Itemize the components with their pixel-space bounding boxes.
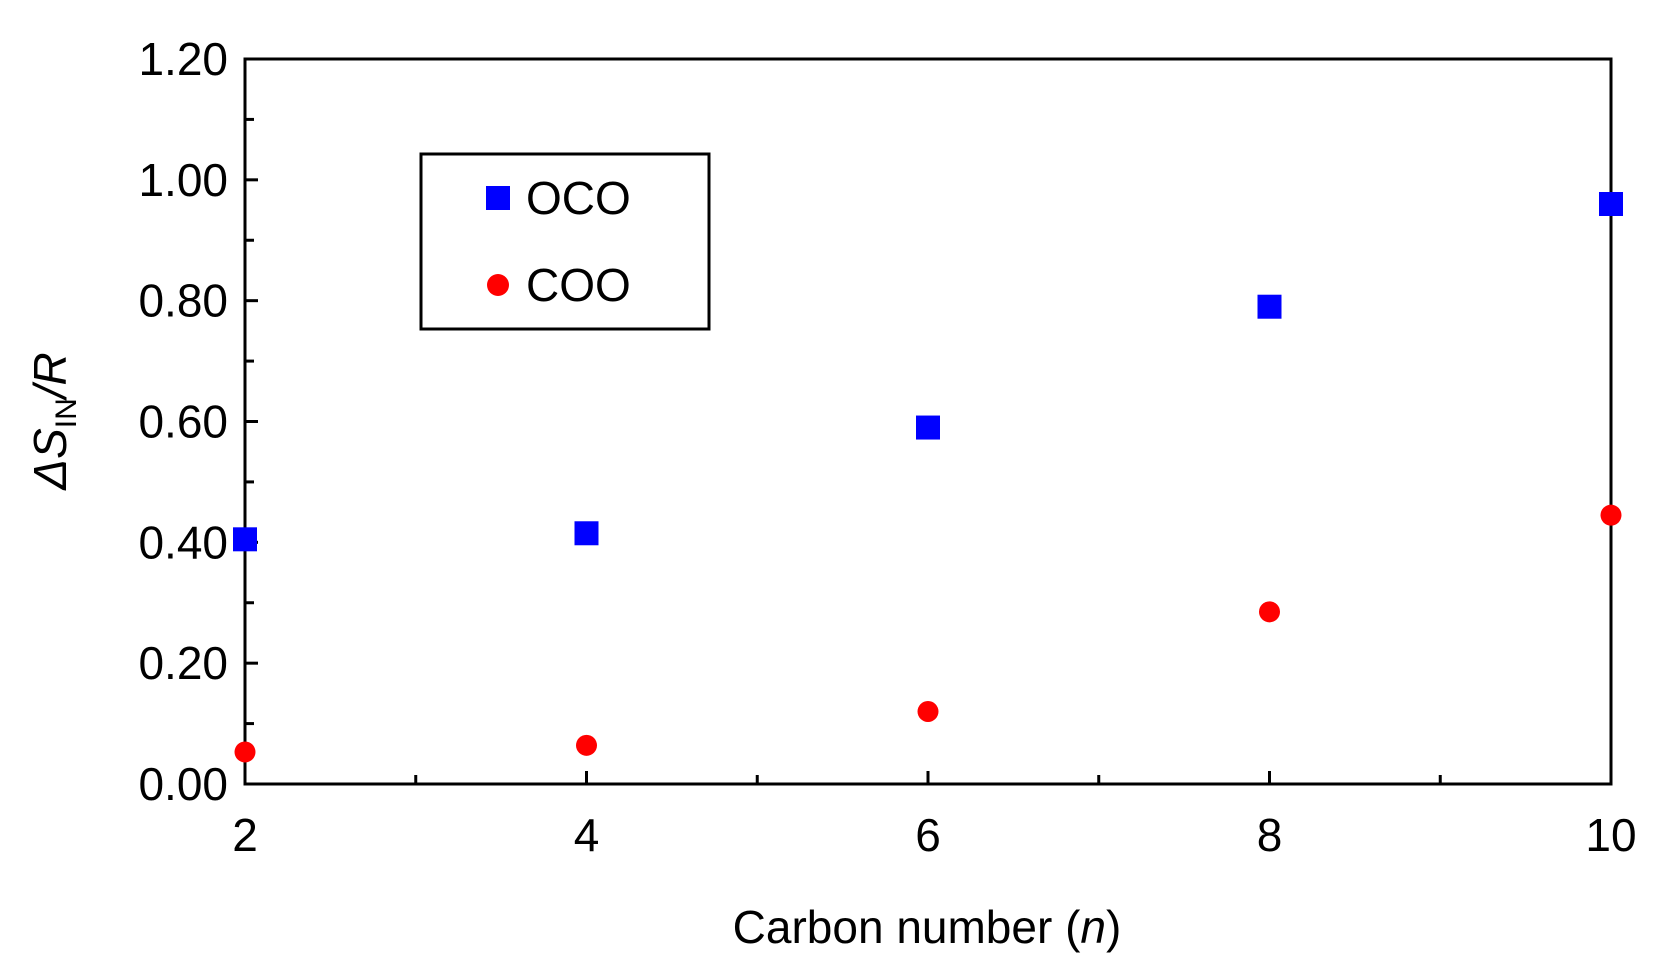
x-tick-label: 6 — [915, 809, 941, 861]
x-axis: 2 4 6 8 10 — [232, 771, 1637, 861]
point-coo — [1259, 601, 1280, 623]
y-tick-label: 1.00 — [138, 154, 228, 206]
x-axis-title-variable: n — [1080, 901, 1106, 953]
y-axis-title-tail: /R — [24, 352, 76, 401]
point-oco — [233, 527, 257, 552]
x-axis-title: Carbon number (n) — [733, 901, 1122, 953]
legend-label-coo: COO — [526, 259, 631, 311]
point-oco — [1257, 294, 1282, 319]
y-tick-label: 0.80 — [138, 275, 228, 327]
point-coo — [917, 701, 939, 722]
point-oco — [1599, 192, 1623, 216]
y-axis-title: ΔSIN/R — [24, 352, 83, 491]
legend-marker-oco — [486, 186, 510, 210]
y-tick-label: 1.20 — [138, 33, 228, 85]
x-tick-label: 10 — [1585, 809, 1636, 861]
x-tick-label: 8 — [1257, 809, 1283, 861]
x-tick-label: 2 — [232, 809, 258, 861]
point-coo — [1600, 504, 1622, 526]
x-axis-title-suffix: ) — [1106, 901, 1121, 953]
y-tick-label: 0.40 — [138, 516, 228, 568]
point-oco — [916, 415, 940, 440]
legend-box — [419, 152, 711, 331]
x-axis-title-prefix: Carbon number ( — [733, 901, 1081, 953]
legend: OCO COO — [419, 152, 711, 331]
y-axis: 0.00 0.20 0.40 0.60 0.80 1.00 1.20 — [138, 33, 258, 810]
point-oco — [574, 521, 599, 546]
y-tick-label: 0.20 — [138, 637, 228, 689]
legend-marker-coo — [487, 274, 509, 296]
y-axis-title-subscript: IN — [50, 398, 83, 428]
y-tick-label: 0.60 — [138, 396, 228, 448]
legend-label-oco: OCO — [526, 172, 631, 224]
x-tick-label: 4 — [574, 809, 600, 861]
point-coo — [576, 734, 597, 756]
point-coo — [234, 741, 256, 763]
y-tick-label: 0.00 — [138, 758, 228, 810]
y-axis-title-delta: ΔS — [24, 428, 76, 491]
data-points — [233, 192, 1623, 763]
